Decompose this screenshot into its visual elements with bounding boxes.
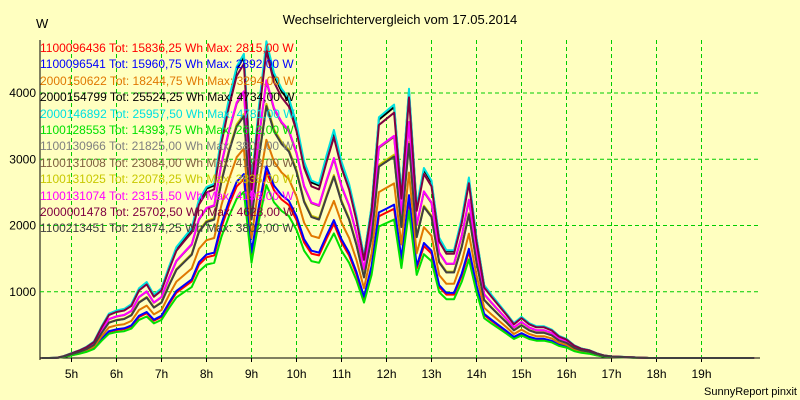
chart-title: Wechselrichtervergleich vom 17.05.2014: [283, 12, 518, 27]
legend: 1100096436 Tot: 15836,25 Wh Max: 2815,00…: [40, 40, 295, 237]
legend-entry: 1100096436 Tot: 15836,25 Wh Max: 2815,00…: [40, 41, 294, 55]
legend-entry: 1100213451 Tot: 21874,25 Wh Max: 3802,00…: [40, 221, 294, 236]
legend-entry: 1100130966 Tot: 21825,00 Wh Max: 3801,00…: [40, 139, 294, 154]
x-tick-label: 17h: [601, 367, 621, 381]
y-axis-label: W: [36, 16, 49, 31]
x-tick-label: 16h: [556, 367, 576, 381]
x-tick-label: 15h: [511, 367, 531, 381]
x-tick-label: 19h: [691, 367, 711, 381]
footer-credit: SunnyReport pinxit: [704, 386, 797, 398]
x-tick-label: 14h: [466, 367, 486, 381]
x-tick-label: 6h: [110, 367, 123, 381]
y-tick-label: 3000: [9, 152, 36, 166]
x-tick-label: 11h: [332, 367, 351, 381]
y-tick-label: 2000: [9, 219, 36, 233]
legend-entry: 2000154799 Tot: 25524,25 Wh Max: 4734,00…: [40, 90, 295, 105]
legend-entry: 1100131008 Tot: 23084,00 Wh Max: 4173,00…: [40, 155, 294, 170]
legend-entry: 1100131074 Tot: 23151,50 Wh Max: 4193,00…: [40, 188, 294, 203]
legend-entry: 1100131025 Tot: 22078,25 Wh Max: 3835,00…: [40, 172, 294, 187]
legend-entry: 2000150622 Tot: 18244,75 Wh Max: 3294,00…: [40, 73, 295, 88]
x-tick-label: 10h: [286, 367, 306, 381]
legend-entry: 2000146892 Tot: 25957,50 Wh Max: 4781,00…: [40, 106, 295, 121]
x-tick-label: 12h: [376, 367, 396, 381]
legend-entry: 1100128553 Tot: 14393,75 Wh Max: 2612,00…: [40, 122, 294, 137]
y-tick-label: 1000: [9, 285, 36, 299]
x-tick-label: 13h: [421, 367, 441, 381]
legend-entry: 2000001478 Tot: 25702,50 Wh Max: 4628,00…: [40, 204, 295, 219]
y-tick-label: 4000: [9, 86, 36, 100]
series-line-1100213451: [41, 105, 755, 359]
x-tick-label: 8h: [200, 367, 213, 381]
legend-entry: 1100096541 Tot: 15960,75 Wh Max: 2892,00…: [40, 57, 294, 72]
x-tick-label: 7h: [155, 367, 168, 381]
x-tick-label: 9h: [245, 367, 258, 381]
x-tick-label: 5h: [65, 367, 78, 381]
x-tick-label: 18h: [646, 367, 666, 381]
